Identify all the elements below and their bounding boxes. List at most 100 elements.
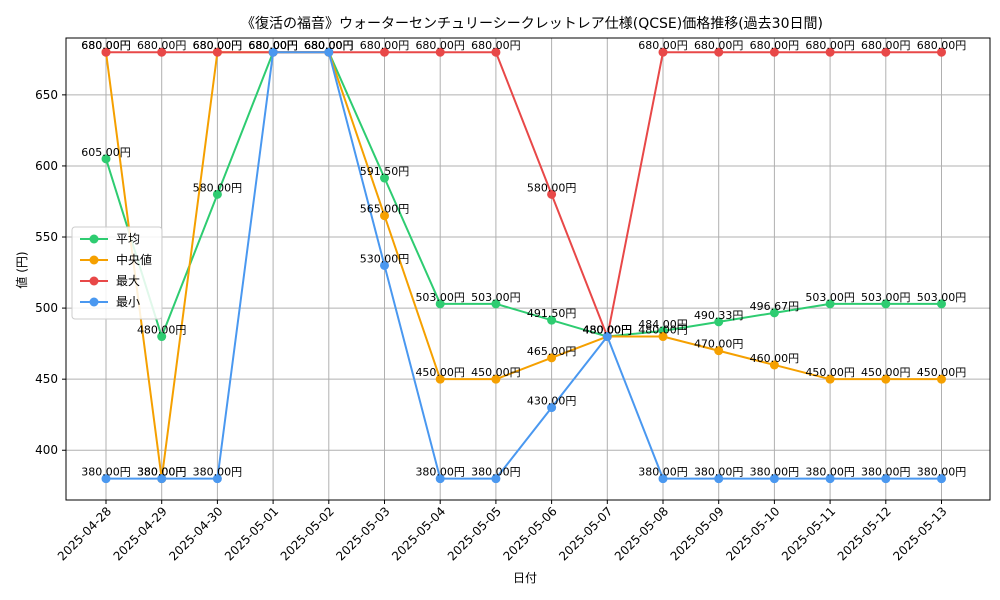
data-label: 496.67円 — [750, 300, 800, 313]
data-label: 480.00円 — [137, 324, 187, 337]
y-tick-label: 550 — [35, 230, 58, 244]
data-point — [157, 332, 167, 342]
data-point — [769, 308, 779, 318]
y-tick-label: 600 — [35, 159, 58, 173]
plot-frame — [65, 37, 991, 501]
data-point — [212, 47, 222, 57]
data-point — [547, 189, 557, 199]
data-label: 680.00円 — [248, 39, 298, 52]
data-label: 480.00円 — [583, 324, 633, 337]
data-point — [825, 299, 835, 309]
data-label: 591.50円 — [360, 165, 410, 178]
x-tick-label: 2025-05-07 — [556, 504, 615, 563]
series-3 — [101, 47, 946, 342]
data-label: 380.00円 — [805, 466, 855, 479]
data-point — [881, 47, 891, 57]
legend-item: 中央値 — [80, 252, 152, 267]
data-point — [157, 474, 167, 484]
data-point — [714, 317, 724, 327]
data-label: 484.00円 — [638, 318, 688, 331]
data-point — [435, 299, 445, 309]
data-point — [769, 47, 779, 57]
data-point — [157, 47, 167, 57]
data-label: 680.00円 — [360, 39, 410, 52]
data-point — [658, 474, 668, 484]
x-tick-label: 2025-04-29 — [111, 504, 170, 563]
data-label: 450.00円 — [805, 366, 855, 379]
data-label: 680.00円 — [415, 39, 465, 52]
data-point — [435, 47, 445, 57]
data-label: 680.00円 — [248, 39, 298, 52]
x-tick-label: 2025-05-04 — [389, 504, 448, 563]
legend-item: 平均 — [80, 232, 140, 246]
data-label: 450.00円 — [917, 366, 967, 379]
data-point — [380, 260, 389, 270]
x-tick-label: 2025-05-06 — [501, 504, 560, 563]
data-label: 491.50円 — [527, 307, 577, 320]
y-tick-label: 450 — [35, 372, 58, 386]
legend-box — [71, 226, 163, 320]
x-tick-label: 2025-05-13 — [890, 504, 949, 563]
data-point — [937, 299, 946, 309]
data-label: 680.00円 — [81, 39, 131, 52]
data-point — [714, 474, 724, 484]
legend-swatch-marker — [89, 276, 99, 286]
data-point — [825, 474, 835, 484]
data-point — [435, 374, 445, 384]
data-label: 480.00円 — [583, 324, 633, 337]
data-label: 680.00円 — [304, 39, 354, 52]
data-point — [547, 403, 557, 413]
data-point — [491, 47, 501, 57]
y-tick-label: 400 — [35, 443, 58, 457]
data-label: 430.00円 — [527, 395, 577, 408]
x-tick-label: 2025-05-10 — [723, 504, 782, 563]
data-point — [101, 47, 111, 57]
data-label: 460.00円 — [750, 352, 800, 365]
data-label: 450.00円 — [415, 366, 465, 379]
data-point — [101, 474, 111, 484]
data-label: 680.00円 — [248, 39, 298, 52]
data-label: 503.00円 — [917, 291, 967, 304]
data-point — [937, 474, 946, 484]
x-tick-label: 2025-05-05 — [445, 504, 504, 563]
y-tick-label: 500 — [35, 301, 58, 315]
data-label: 680.00円 — [805, 39, 855, 52]
data-label: 605.00円 — [81, 146, 131, 159]
series-line — [106, 51, 942, 480]
data-label: 380.00円 — [750, 466, 800, 479]
data-point — [658, 332, 668, 342]
data-point — [380, 47, 389, 57]
data-label: 503.00円 — [471, 291, 521, 304]
data-label: 380.00円 — [193, 466, 243, 479]
data-label: 530.00円 — [360, 252, 410, 265]
data-label: 680.00円 — [193, 39, 243, 52]
data-label: 450.00円 — [861, 366, 911, 379]
series-line — [106, 51, 942, 338]
data-point — [380, 211, 389, 221]
data-point — [547, 353, 557, 363]
y-axis-label: 値 (円) — [14, 251, 29, 288]
data-label: 380.00円 — [137, 466, 187, 479]
data-point — [491, 299, 501, 309]
data-point — [937, 47, 946, 57]
legend-swatch-marker — [89, 234, 99, 244]
data-label: 680.00円 — [304, 39, 354, 52]
x-tick-label: 2025-05-08 — [612, 504, 671, 563]
data-label: 680.00円 — [81, 39, 131, 52]
x-tick-label: 2025-05-01 — [222, 504, 281, 563]
data-label: 680.00円 — [638, 39, 688, 52]
grid — [66, 38, 990, 500]
data-label: 680.00円 — [750, 39, 800, 52]
data-label: 580.00円 — [193, 181, 243, 194]
data-label: 380.00円 — [137, 466, 187, 479]
data-label: 680.00円 — [917, 39, 967, 52]
data-label: 380.00円 — [81, 466, 131, 479]
series-2 — [101, 47, 946, 484]
x-tick-label: 2025-05-11 — [779, 504, 838, 563]
x-tick-label: 2025-05-02 — [278, 504, 337, 563]
data-label: 380.00円 — [917, 466, 967, 479]
data-label: 680.00円 — [248, 39, 298, 52]
data-point — [491, 474, 501, 484]
